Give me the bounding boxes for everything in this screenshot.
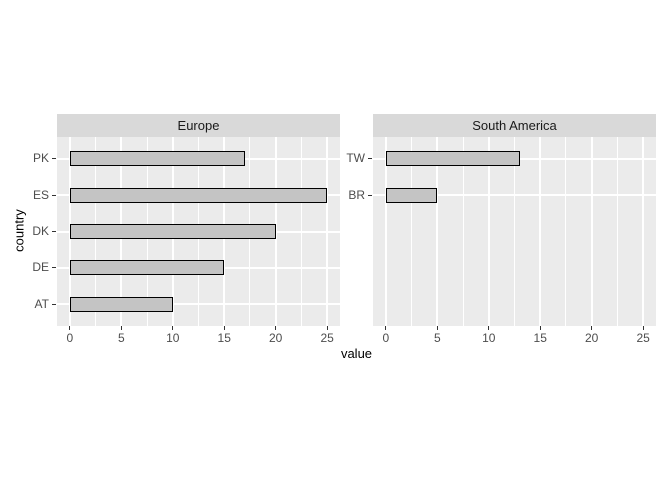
x-tick-label: 0 (66, 331, 74, 345)
x-tick-label: 0 (382, 331, 390, 345)
y-axis-title: country (11, 209, 27, 252)
gridline-major (487, 137, 490, 326)
facet-strip-label-europe: Europe (177, 118, 220, 133)
gridline-minor (411, 137, 413, 326)
x-tick-label: 20 (268, 331, 283, 345)
y-tick-mark (52, 194, 56, 196)
gridline-minor (462, 137, 464, 326)
y-tick-label-BR: BR (348, 187, 365, 202)
x-tick-label: 5 (433, 331, 441, 345)
y-tick-mark (52, 303, 56, 305)
bar-DE (69, 260, 225, 276)
bar-ES (69, 187, 328, 203)
gridline-row (57, 303, 340, 306)
x-tick-label: 25 (320, 331, 334, 345)
gridline-major (436, 137, 439, 326)
x-tick-mark (591, 326, 593, 330)
x-tick-label: 15 (217, 331, 231, 345)
bar-PK (69, 151, 245, 167)
x-tick-label: 5 (117, 331, 125, 345)
gridline-minor (565, 137, 567, 326)
y-tick-mark (52, 158, 56, 160)
x-tick-label: 20 (584, 331, 599, 345)
x-axis-title: value (340, 346, 373, 361)
y-tick-label-PK: PK (32, 151, 49, 166)
y-tick-label-DE: DE (32, 260, 49, 275)
y-tick-mark (368, 194, 372, 196)
gridline-major (539, 137, 542, 326)
x-tick-mark (120, 326, 122, 330)
x-tick-mark (642, 326, 644, 330)
gridline-major (384, 137, 387, 326)
x-tick-label: 15 (533, 331, 547, 345)
bar-BR (385, 187, 438, 203)
bar-DK (69, 224, 276, 239)
y-tick-label-TW: TW (346, 151, 365, 166)
x-tick-label: 10 (482, 331, 496, 345)
x-tick-label: 10 (166, 331, 180, 345)
gridline-row (373, 194, 656, 197)
x-tick-mark (539, 326, 541, 330)
x-tick-mark (172, 326, 174, 330)
y-tick-label-AT: AT (34, 296, 49, 311)
bar-AT (69, 296, 173, 312)
x-tick-label: 25 (636, 331, 650, 345)
facet-strip-label-south-america: South America (472, 118, 557, 133)
x-tick-mark (275, 326, 277, 330)
y-tick-label-ES: ES (32, 187, 49, 202)
facet-strip-europe: Europe (57, 114, 340, 137)
x-tick-mark (223, 326, 225, 330)
x-tick-mark (69, 326, 71, 330)
gridline-major (590, 137, 593, 326)
bar-TW (385, 151, 520, 167)
x-tick-mark (488, 326, 490, 330)
y-tick-label-DK: DK (32, 224, 49, 238)
x-tick-mark (436, 326, 438, 330)
gridline-minor (514, 137, 515, 326)
gridline-minor (616, 137, 618, 326)
facet-strip-south-america: South America (373, 114, 656, 137)
x-tick-mark (385, 326, 387, 330)
y-tick-mark (52, 267, 56, 269)
y-tick-mark (368, 158, 372, 160)
y-tick-mark (52, 231, 56, 232)
x-tick-mark (326, 326, 328, 330)
gridline-major (642, 137, 645, 326)
